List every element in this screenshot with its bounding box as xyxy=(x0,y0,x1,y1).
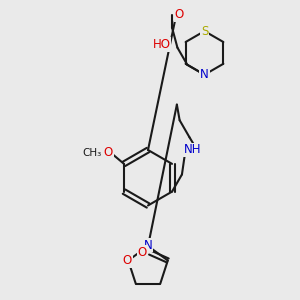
Text: O: O xyxy=(103,146,113,160)
Text: CH₃: CH₃ xyxy=(82,148,102,158)
Text: NH: NH xyxy=(184,143,202,157)
Text: N: N xyxy=(200,68,209,81)
Text: HO: HO xyxy=(153,38,171,51)
Text: O: O xyxy=(137,246,147,259)
Text: N: N xyxy=(144,238,152,252)
Text: S: S xyxy=(201,25,208,38)
Text: O: O xyxy=(175,8,184,21)
Text: O: O xyxy=(123,254,132,267)
